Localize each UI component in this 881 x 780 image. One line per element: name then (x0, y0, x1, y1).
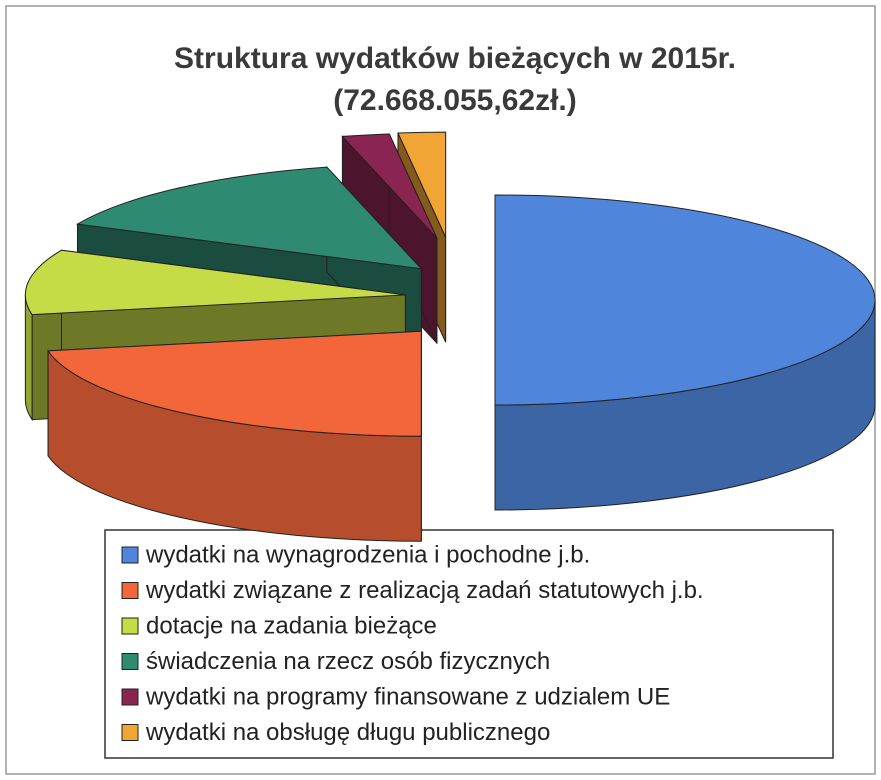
pie-slice (47, 330, 422, 437)
legend-label: dotacje na zadania bieżące (146, 612, 437, 639)
legend-swatch (121, 724, 139, 741)
pie-slice (341, 133, 438, 239)
pie-slice (75, 166, 423, 270)
legend-swatch (121, 546, 139, 564)
pie-slice (494, 194, 876, 406)
legend-swatch (121, 617, 139, 635)
legend-label: wydatki na programy finansowane z udzial… (145, 683, 670, 710)
legend-swatch (121, 688, 139, 706)
legend-label: wydatki związane z realizacją zadań stat… (145, 577, 704, 604)
legend-box (104, 529, 834, 759)
pie-slice (397, 131, 447, 238)
legend-swatch (121, 653, 139, 670)
legend-label: wydatki na obsługę długu publicznego (145, 719, 550, 746)
chart-subtitle: (72.668.055,62zł.) (333, 84, 577, 117)
legend-label: świadczenia na rzecz osób fizycznych (146, 648, 550, 675)
legend-label: wydatki na wynagrodzenia i pochodne j.b. (145, 541, 590, 568)
legend-swatch (121, 582, 139, 599)
pie-slice (24, 249, 406, 316)
chart-title: Struktura wydatków bieżących w 2015r. (174, 42, 736, 75)
